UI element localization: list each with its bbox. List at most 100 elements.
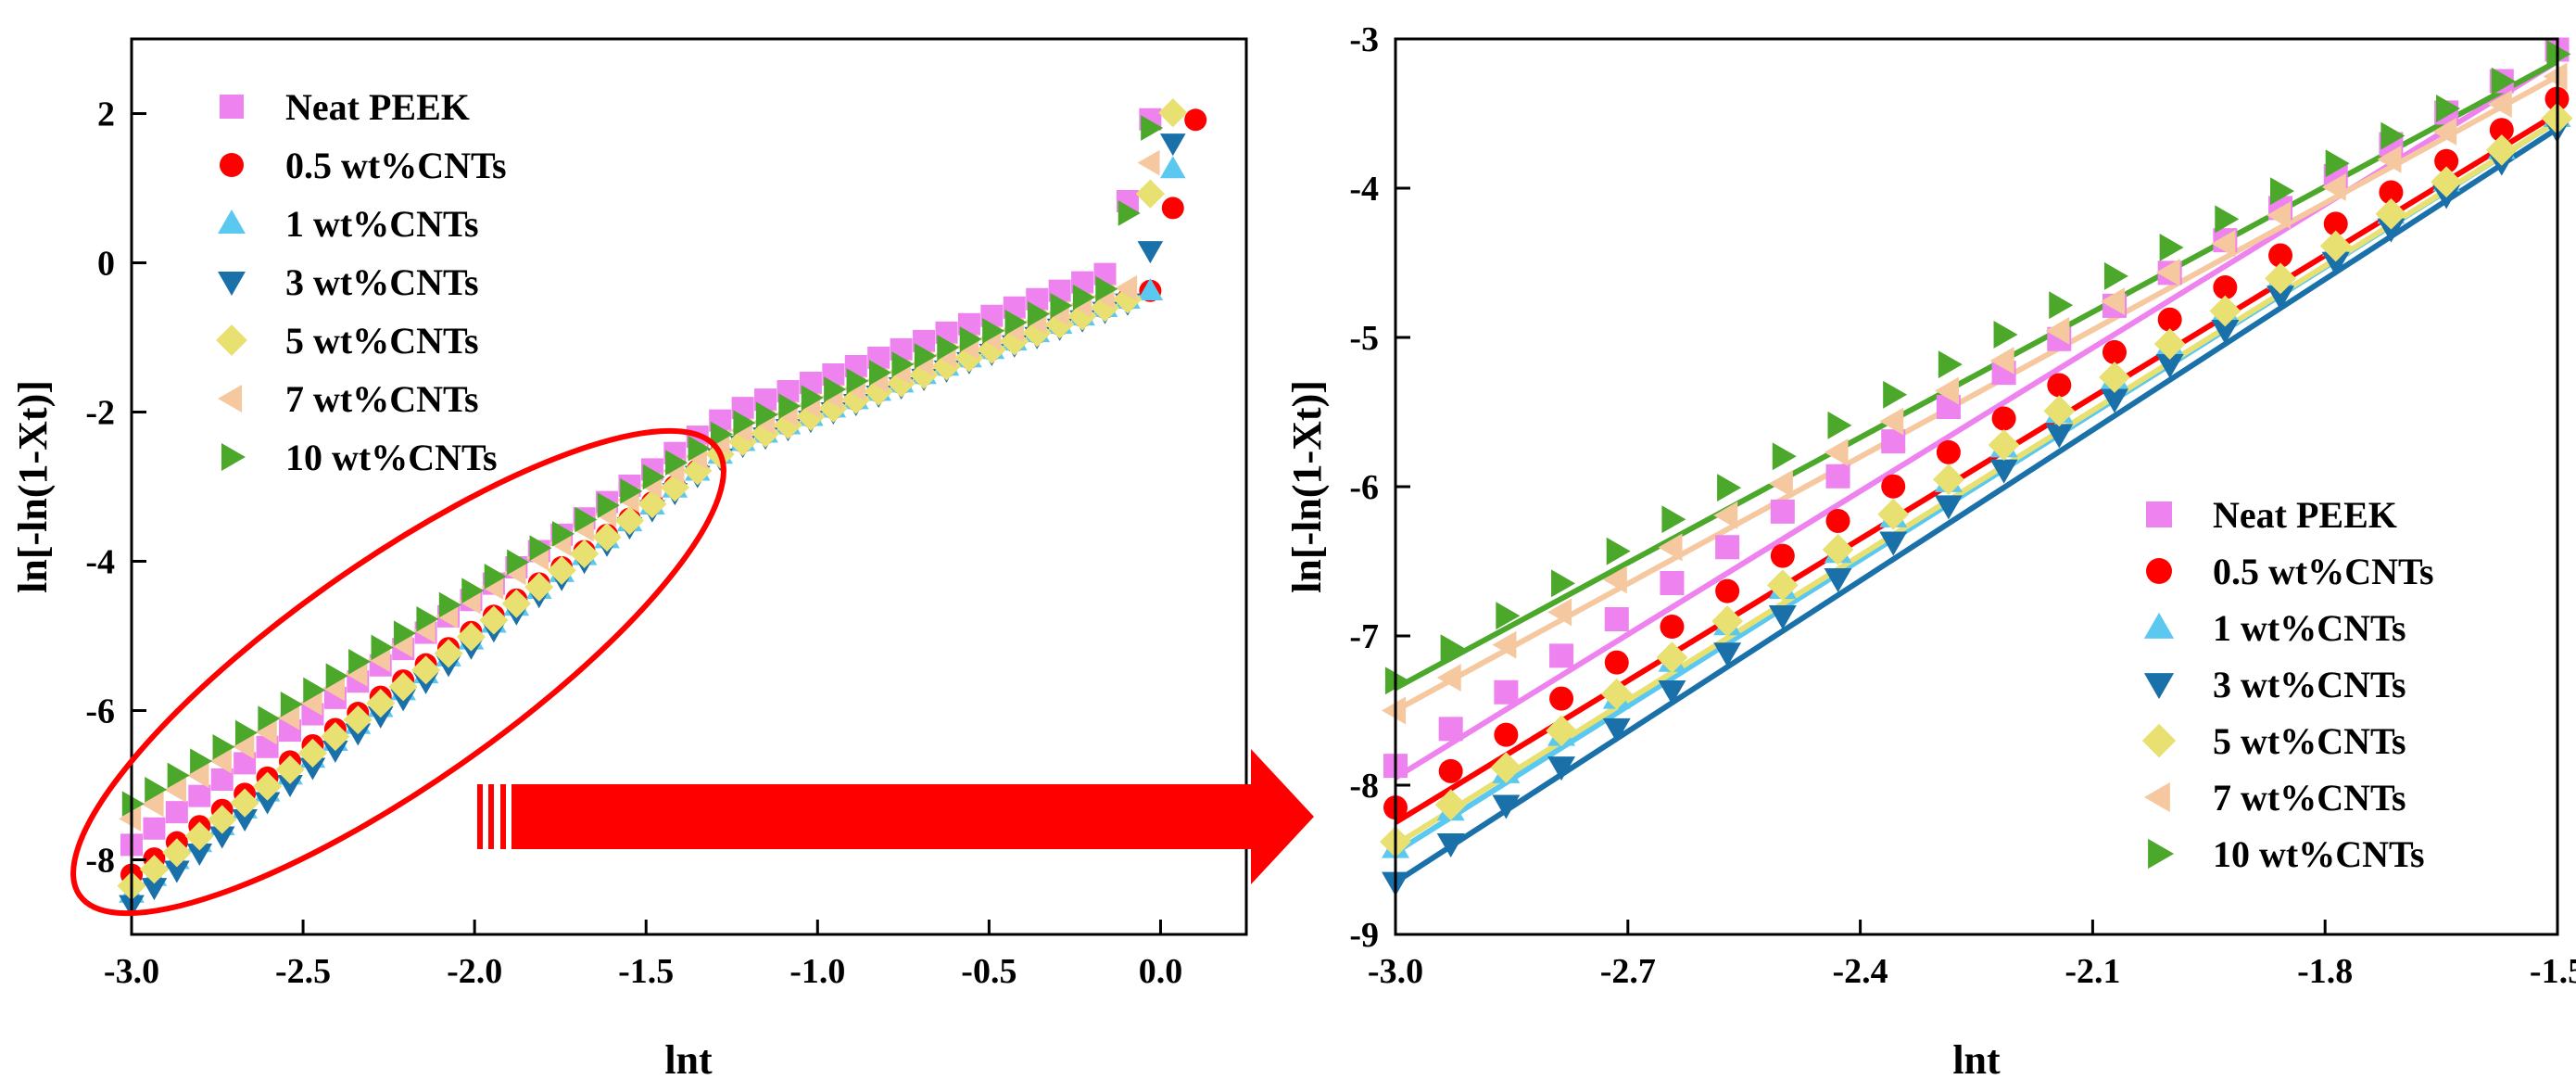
left-legend: Neat PEEK 0.5 wt%CNTs 1 wt%CNTs 3 wt%CNTs 5 … [216, 86, 507, 478]
right-data-point [1993, 321, 2018, 349]
magnify-arrow [477, 749, 1314, 884]
left-legend-marker [220, 95, 244, 119]
left-data-point [322, 675, 346, 702]
left-data-point [277, 704, 300, 730]
right-data-point [1989, 347, 2014, 375]
left-axis-ticks: -3.0 -2.5 -2.0 -1.5 -1.0 -0.5 0.0 -8 -6 -4 -2 0 2 [85, 95, 1182, 992]
right-data-point [1825, 508, 1850, 533]
left-data-point [597, 492, 620, 518]
right-data-point [1547, 756, 1576, 781]
left-legend-label: Neat PEEK [285, 86, 470, 128]
left-data-point [891, 351, 915, 377]
left-data-point [277, 774, 303, 797]
right-data-point [1715, 578, 1740, 603]
left-data-point [484, 564, 507, 590]
left-legend-label: 1 wt%CNTs [285, 203, 479, 245]
left-data-points [117, 98, 1207, 918]
left-data-point [258, 705, 281, 731]
right-data-point [1490, 752, 1522, 784]
left-data-point [321, 721, 350, 752]
left-data-point [728, 426, 758, 456]
right-data-point [1604, 650, 1629, 675]
right-legend-label: 0.5 wt%CNTs [2213, 551, 2434, 592]
right-data-point [1438, 717, 1463, 742]
right-data-point [2487, 90, 2512, 119]
right-x-tick-label: -1.5 [2530, 952, 2576, 991]
right-data-point [1825, 463, 1850, 489]
left-legend-label: 7 wt%CNTs [285, 378, 479, 420]
left-x-tick-label: -1.0 [789, 952, 845, 991]
right-data-point [1440, 634, 1465, 663]
left-x-tick-label: -2.5 [275, 952, 331, 991]
left-data-point [614, 506, 645, 536]
right-data-point [2155, 258, 2180, 286]
right-fit-line [1394, 119, 2559, 847]
right-data-point [2102, 339, 2127, 364]
right-data-point [1656, 641, 1688, 674]
right-data-point [1711, 605, 1744, 637]
left-x-tick-label: -1.5 [618, 952, 674, 991]
right-data-point [2379, 180, 2404, 205]
left-data-point [1095, 275, 1118, 302]
left-data-point [778, 393, 802, 419]
right-data-point [2265, 262, 2296, 295]
right-data-point [1602, 565, 1627, 594]
left-data-point [119, 806, 142, 832]
right-data-point [2049, 291, 2074, 320]
right-legend-marker [2146, 502, 2172, 527]
left-data-point [1159, 156, 1186, 179]
right-data-point [2159, 233, 2184, 261]
left-data-point [410, 655, 441, 685]
left-data-point [688, 436, 711, 462]
left-x-tick-label: 0.0 [1139, 952, 1183, 991]
left-data-point [914, 343, 937, 369]
left-data-point [479, 605, 509, 635]
right-y-tick-label: -5 [1349, 319, 1379, 358]
left-data-point [846, 368, 869, 394]
right-data-point [2436, 95, 2461, 122]
right-data-point [1661, 505, 1686, 534]
right-legend-marker [2146, 558, 2172, 584]
left-data-point [638, 489, 667, 519]
right-data-point [1436, 833, 1465, 858]
left-data-point [366, 689, 396, 718]
left-data-point [234, 752, 257, 775]
right-y-tick-label: -9 [1349, 916, 1379, 955]
left-data-point [547, 555, 576, 585]
right-legend-label: 1 wt%CNTs [2213, 607, 2406, 649]
right-legend-label: Neat PEEK [2213, 494, 2397, 536]
left-data-point [162, 838, 192, 868]
left-data-point [529, 535, 552, 561]
left-data-point [1159, 133, 1186, 157]
right-data-point [1496, 602, 1521, 630]
right-y-tick-label: -6 [1349, 468, 1379, 507]
right-legend-marker [2141, 723, 2177, 758]
right-data-point [1660, 615, 1685, 640]
left-data-point [570, 539, 600, 569]
right-data-point [1549, 686, 1574, 711]
left-data-point [660, 473, 689, 502]
left-legend-label: 5 wt%CNTs [285, 320, 479, 362]
left-data-point [210, 768, 234, 791]
right-data-point [2431, 166, 2463, 198]
left-data-point [1137, 277, 1164, 300]
left-data-point [275, 755, 305, 784]
left-data-point [184, 821, 214, 851]
left-y-tick-label: 0 [97, 245, 115, 284]
right-data-point [2323, 211, 2348, 236]
right-y-axis-title: ln[-ln(1-Xt)] [1284, 380, 1330, 593]
left-data-point [297, 738, 328, 768]
left-data-point [145, 776, 168, 803]
right-fit-line [1394, 58, 2559, 691]
right-data-point [2543, 62, 2568, 91]
left-data-point [322, 740, 348, 763]
left-data-point [208, 826, 235, 849]
left-data-point [824, 376, 847, 402]
left-data-point [303, 677, 326, 704]
right-legend-label: 3 wt%CNTs [2213, 664, 2406, 705]
right-data-point [1881, 429, 1906, 454]
right-data-point [2321, 251, 2350, 276]
right-data-point [1766, 569, 1799, 602]
right-data-point [2489, 118, 2514, 143]
right-data-point [1770, 543, 1795, 568]
